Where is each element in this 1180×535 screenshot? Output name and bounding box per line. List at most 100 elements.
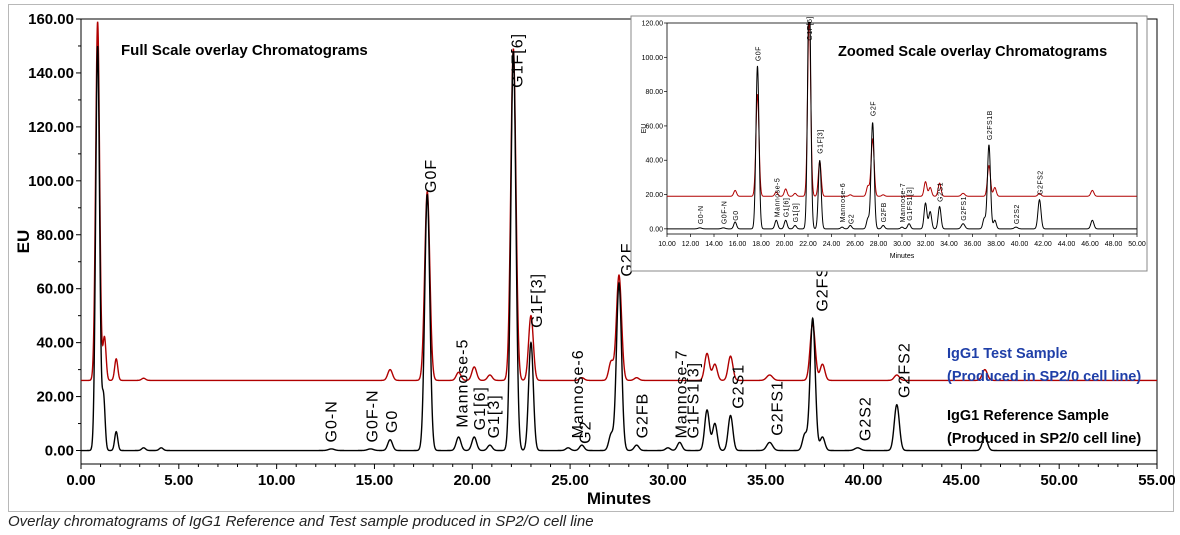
inset-peak-label: G2FS1 [961, 196, 968, 221]
inset-peak-label: G2 [848, 214, 855, 224]
peak-label: G2FS1 [769, 380, 786, 436]
y-tick-label: 120.00 [28, 119, 74, 136]
peak-label: G2FB [634, 393, 651, 439]
peak-label: Mannose-7 [674, 349, 691, 438]
y-tick-label: 160.00 [28, 11, 74, 28]
x-tick-label: 50.00 [1040, 472, 1078, 489]
inset-x-tick-label: 14.00 [705, 241, 723, 248]
inset-y-tick-label: 40.00 [645, 158, 663, 165]
y-axis-label: EU [14, 230, 33, 254]
peak-label: Mannose-6 [570, 349, 587, 438]
legend-test-cell-line: (Produced in SP2/0 cell line) [947, 369, 1141, 385]
peak-label: G2 [578, 420, 595, 443]
peak-label: G1[6] [472, 386, 489, 430]
peak-label: G0 [384, 410, 401, 433]
inset-x-tick-label: 16.00 [729, 241, 747, 248]
y-tick-label: 100.00 [28, 173, 74, 190]
x-tick-label: 10.00 [258, 472, 296, 489]
inset-x-tick-label: 20.00 [776, 241, 794, 248]
peak-label: G0F [423, 159, 440, 193]
peak-label: G2S1 [730, 364, 747, 409]
inset-x-tick-label: 48.00 [1105, 241, 1123, 248]
legend-reference-cell-line: (Produced in SP2/0 cell line) [947, 431, 1141, 447]
inset-y-tick-label: 100.00 [642, 55, 664, 62]
x-tick-label: 45.00 [943, 472, 981, 489]
peak-label: G1F[3] [529, 273, 546, 328]
inset-y-axis-label: EU [641, 124, 648, 134]
legend-test-sample: IgG1 Test Sample [947, 346, 1068, 362]
inset-peak-label: G1F[3] [818, 129, 825, 153]
inset-peak-label: G0 [733, 210, 740, 220]
x-axis-label: Minutes [587, 489, 651, 508]
inset-x-tick-label: 12.00 [682, 241, 700, 248]
peak-label: Mannose-5 [454, 339, 471, 428]
inset-x-tick-label: 30.00 [893, 241, 911, 248]
inset-x-tick-label: 32.00 [917, 241, 935, 248]
inset-reference-trace [667, 22, 1137, 230]
peak-label: G2S2 [858, 396, 875, 441]
x-tick-label: 25.00 [551, 472, 589, 489]
inset-x-tick-label: 10.00 [658, 241, 676, 248]
x-tick-label: 20.00 [453, 472, 491, 489]
inset-peak-label: G2F [871, 101, 878, 116]
x-tick-label: 15.00 [356, 472, 394, 489]
inset-peak-label: Mannose-7 [900, 183, 907, 223]
inset-peak-label: G0-N [698, 205, 705, 224]
inset-peak-label: Mannose-5 [774, 178, 781, 218]
inset-peak-label: G2S1 [938, 182, 945, 202]
y-tick-label: 60.00 [36, 281, 74, 298]
x-tick-label: 35.00 [747, 472, 785, 489]
peak-label: G2FS2 [897, 342, 914, 398]
inset-x-tick-label: 18.00 [752, 241, 770, 248]
peak-label: G0F-N [364, 389, 381, 442]
inset-x-tick-label: 34.00 [940, 241, 958, 248]
inset-y-tick-label: 120.00 [642, 21, 664, 28]
inset-x-tick-label: 26.00 [846, 241, 864, 248]
peak-label: G1FS1[3] [685, 362, 702, 438]
inset-x-tick-label: 38.00 [987, 241, 1005, 248]
peak-label: G1F[6] [509, 33, 526, 88]
x-tick-label: 40.00 [845, 472, 883, 489]
x-tick-label: 55.00 [1138, 472, 1175, 489]
figure-frame: 0.00 20.00 40.00 60.00 80.00 100.00 120.00 140.… [8, 4, 1175, 512]
main-plot-border [80, 18, 1158, 465]
inset-peak-label: G2FS1B [987, 110, 994, 140]
inset-peak-label: G0F [755, 46, 762, 61]
chromatogram-chart: 0.00 20.00 40.00 60.00 80.00 100.00 120.00 140.… [14, 11, 1175, 508]
x-tick-label: 5.00 [164, 472, 193, 489]
inset-y-tick-label: 80.00 [645, 89, 663, 96]
inset-x-tick-label: 50.00 [1128, 241, 1146, 248]
inset-peak-label: G1[3] [793, 203, 800, 223]
chart-title: Full Scale overlay Chromatograms [121, 42, 368, 59]
inset-peak-label: G2FS2 [1037, 170, 1044, 195]
inset-test-trace [667, 22, 1137, 197]
figure-caption: Overlay chromatograms of IgG1 Reference … [8, 513, 594, 530]
inset-x-tick-label: 40.00 [1011, 241, 1029, 248]
x-tick-label: 30.00 [649, 472, 687, 489]
peak-label: G1[3] [486, 394, 503, 438]
inset-x-tick-label: 24.00 [823, 241, 841, 248]
inset-y-tick-label: 20.00 [645, 192, 663, 199]
inset-y-tick-label: 0.00 [649, 226, 663, 233]
inset-y-tick-label: 60.00 [645, 123, 663, 130]
inset-x-tick-label: 46.00 [1081, 241, 1099, 248]
inset-title: Zoomed Scale overlay Chromatograms [838, 44, 1107, 60]
y-tick-label: 20.00 [36, 389, 74, 406]
inset-peak-label: Mannose-6 [840, 183, 847, 223]
legend-reference-sample: IgG1 Reference Sample [947, 408, 1109, 424]
test-trace [81, 21, 1157, 382]
inset-peak-label: G2FB [881, 202, 888, 222]
inset-peak-label: G0F-N [721, 201, 728, 225]
inset-x-tick-label: 36.00 [964, 241, 982, 248]
peak-label: G0-N [323, 400, 340, 442]
inset-peak-label: G1F[6] [807, 16, 814, 40]
inset-peak-label: G1[6] [784, 198, 791, 218]
inset-peak-label: G1FS1[3] [907, 187, 914, 221]
y-tick-label: 40.00 [36, 335, 74, 352]
reference-trace [81, 45, 1157, 452]
x-tick-label: 0.00 [66, 472, 95, 489]
inset-x-tick-label: 44.00 [1058, 241, 1076, 248]
inset-x-axis-label: Minutes [890, 253, 915, 260]
y-tick-label: 0.00 [45, 443, 74, 460]
y-tick-label: 140.00 [28, 65, 74, 82]
